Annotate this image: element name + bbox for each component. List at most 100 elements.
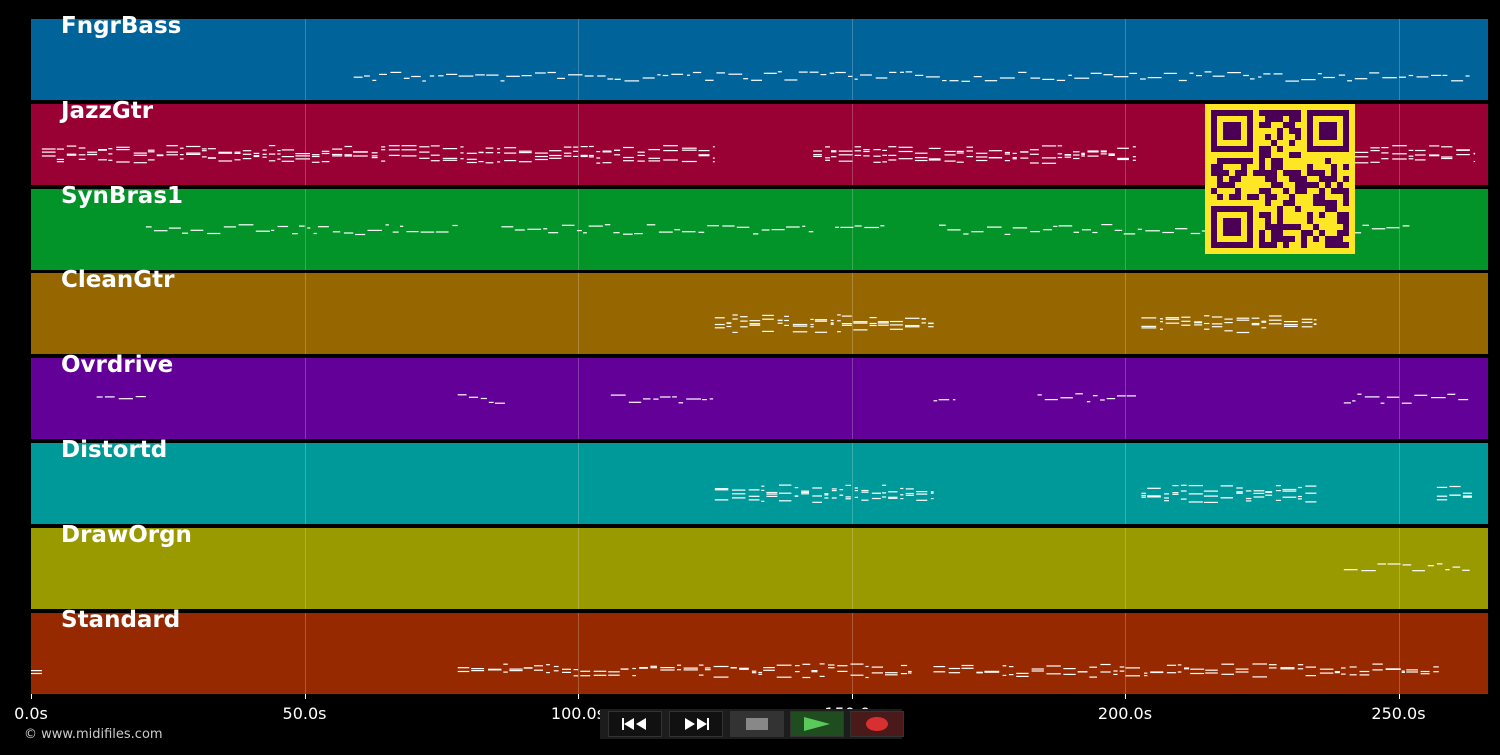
- note: [1063, 673, 1076, 675]
- note: [166, 151, 178, 153]
- note: [1369, 72, 1380, 74]
- note: [813, 153, 822, 155]
- note: [888, 145, 897, 148]
- note: [753, 232, 759, 235]
- note: [916, 499, 928, 501]
- note: [1031, 667, 1044, 670]
- note: [779, 484, 792, 486]
- note: [1144, 674, 1148, 676]
- fast-forward-button[interactable]: [669, 711, 723, 737]
- play-button[interactable]: [790, 711, 844, 737]
- note: [1141, 492, 1146, 494]
- note: [1113, 669, 1118, 672]
- gridline: [578, 612, 579, 694]
- note: [381, 160, 386, 162]
- rewind-button[interactable]: [608, 711, 662, 737]
- note: [460, 152, 464, 154]
- track-cleangtr: CleanGtr: [31, 267, 1488, 355]
- note: [497, 161, 501, 163]
- note: [1075, 393, 1083, 395]
- note: [802, 663, 811, 665]
- note: [1004, 233, 1011, 235]
- note: [766, 493, 778, 495]
- note: [831, 150, 837, 153]
- note: [457, 670, 470, 672]
- note: [56, 148, 64, 150]
- note: [548, 231, 559, 233]
- note: [795, 664, 800, 666]
- note: [242, 157, 252, 159]
- record-button[interactable]: [850, 711, 904, 737]
- note: [824, 494, 829, 496]
- note: [1220, 485, 1233, 487]
- note: [1166, 671, 1177, 673]
- note: [321, 150, 330, 152]
- note: [698, 231, 705, 233]
- note: [716, 72, 725, 74]
- note: [1305, 674, 1316, 676]
- gridline: [1398, 612, 1400, 694]
- note: [885, 673, 898, 675]
- note: [908, 671, 912, 674]
- note: [882, 484, 887, 486]
- note: [1164, 497, 1169, 499]
- note: [371, 151, 378, 154]
- note: [379, 73, 387, 75]
- note: [660, 668, 675, 671]
- note-lane: [96, 393, 1469, 404]
- note: [614, 153, 621, 156]
- note: [430, 159, 440, 162]
- note: [1380, 402, 1385, 404]
- track-standard: Standard: [31, 607, 1488, 694]
- note: [509, 669, 523, 671]
- note: [714, 317, 725, 319]
- note: [1008, 673, 1014, 675]
- note: [854, 490, 858, 492]
- note: [988, 156, 1003, 159]
- note: [956, 161, 964, 163]
- note: [388, 148, 400, 151]
- note: [442, 147, 458, 149]
- note: [663, 144, 678, 147]
- note: [1265, 491, 1273, 493]
- note: [933, 670, 946, 672]
- note: [268, 153, 276, 155]
- note: [268, 144, 276, 146]
- note: [678, 402, 684, 404]
- note: [900, 498, 904, 500]
- note: [698, 149, 710, 151]
- note: [166, 153, 178, 156]
- note: [854, 78, 858, 80]
- note: [321, 152, 330, 154]
- note: [580, 154, 588, 156]
- note: [242, 149, 252, 152]
- note: [1447, 393, 1456, 396]
- note: [900, 487, 904, 490]
- note: [614, 78, 621, 80]
- note: [1429, 145, 1440, 147]
- note: [1370, 146, 1380, 149]
- note: [966, 155, 973, 157]
- note: [1180, 484, 1187, 486]
- note: [1253, 490, 1265, 492]
- note: [1275, 485, 1281, 487]
- note: [900, 71, 904, 73]
- note: [732, 332, 738, 334]
- stop-button[interactable]: [730, 711, 784, 737]
- note: [311, 153, 320, 156]
- note: [1092, 231, 1098, 233]
- note: [865, 676, 869, 678]
- note: [471, 667, 485, 669]
- note: [1377, 563, 1386, 565]
- note: [687, 74, 691, 76]
- note: [504, 152, 517, 154]
- note: [311, 161, 320, 163]
- note: [223, 225, 236, 228]
- note: [677, 668, 682, 670]
- note: [761, 500, 765, 502]
- note: [1449, 494, 1461, 496]
- note: [116, 146, 130, 148]
- note: [534, 152, 548, 154]
- note: [344, 155, 353, 157]
- note: [1145, 229, 1160, 231]
